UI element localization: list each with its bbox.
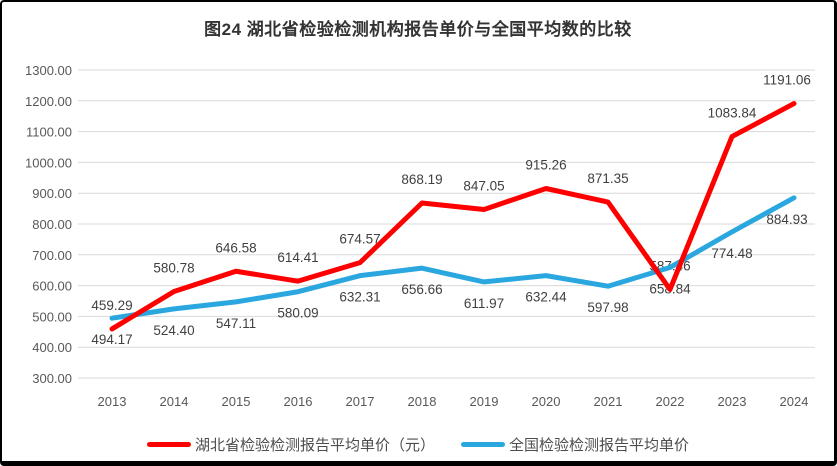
national-series-legend-label: 全国检验检测报告平均单价 xyxy=(509,436,690,454)
y-axis-tick-label: 300.00 xyxy=(32,371,72,386)
x-axis-tick-label: 2021 xyxy=(594,394,623,409)
data-label: 884.93 xyxy=(766,212,807,227)
y-axis-tick-label: 500.00 xyxy=(32,309,72,324)
chart-legend: 湖北省检验检测报告平均单价（元） 全国检验检测报告平均单价 xyxy=(2,433,834,455)
x-axis-tick-label: 2024 xyxy=(780,394,809,409)
x-axis-tick-label: 2020 xyxy=(532,394,561,409)
data-label: 459.29 xyxy=(91,298,132,313)
data-label: 871.35 xyxy=(587,171,628,186)
data-label: 656.66 xyxy=(401,282,442,297)
x-axis-tick-label: 2018 xyxy=(408,394,437,409)
data-label: 547.11 xyxy=(216,316,256,331)
data-label: 847.05 xyxy=(463,179,504,194)
data-label: 580.09 xyxy=(277,306,318,321)
data-label: 611.97 xyxy=(464,296,504,311)
data-label: 597.98 xyxy=(587,300,628,315)
data-label: 868.19 xyxy=(401,172,442,187)
data-label: 614.41 xyxy=(277,250,318,265)
data-label: 580.78 xyxy=(153,261,194,276)
data-label: 494.17 xyxy=(91,332,132,347)
x-axis-tick-label: 2019 xyxy=(470,394,499,409)
x-axis-tick-label: 2014 xyxy=(160,394,189,409)
y-axis-tick-label: 1100.00 xyxy=(26,125,72,140)
x-axis-tick-label: 2016 xyxy=(284,394,313,409)
x-axis-tick-label: 2022 xyxy=(656,394,685,409)
national-series-line xyxy=(109,195,797,321)
data-label: 1191.06 xyxy=(763,73,811,88)
y-axis-tick-label: 800.00 xyxy=(32,217,72,232)
data-label: 632.31 xyxy=(339,290,380,305)
data-label: 646.58 xyxy=(215,240,256,255)
national-series-swatch-icon xyxy=(461,441,505,447)
hubei-series-line xyxy=(109,101,797,332)
y-axis-tick-label: 400.00 xyxy=(32,340,72,355)
hubei-series-swatch-icon xyxy=(146,441,191,447)
x-axis-tick-label: 2015 xyxy=(222,394,251,409)
hubei-series-legend-label: 湖北省检验检测报告平均单价（元） xyxy=(194,436,435,454)
y-axis-tick-label: 1300.00 xyxy=(25,63,72,78)
data-label: 774.48 xyxy=(711,246,752,261)
chart-title: 图24 湖北省检验检测机构报告单价与全国平均数的比较 xyxy=(204,20,632,39)
y-axis-tick-label: 900.00 xyxy=(32,186,72,201)
line-chart-plot: 300.00 400.00 500.00 600.00 700.00 800.00 900.… xyxy=(25,63,815,409)
data-label: 632.44 xyxy=(525,290,567,305)
data-label: 1083.84 xyxy=(708,106,757,121)
y-axis-tick-label: 600.00 xyxy=(32,279,72,294)
x-axis-tick-label: 2023 xyxy=(718,394,747,409)
data-label: 524.40 xyxy=(153,323,194,338)
y-axis-tick-label: 1200.00 xyxy=(25,94,72,109)
x-axis-tick-label: 2017 xyxy=(346,394,375,409)
y-axis-tick-label: 1000.00 xyxy=(25,155,72,170)
data-label: 674.57 xyxy=(339,232,380,247)
y-axis-tick-label: 700.00 xyxy=(32,248,72,263)
data-label: 915.26 xyxy=(525,157,566,172)
x-axis-tick-label: 2013 xyxy=(98,394,127,409)
